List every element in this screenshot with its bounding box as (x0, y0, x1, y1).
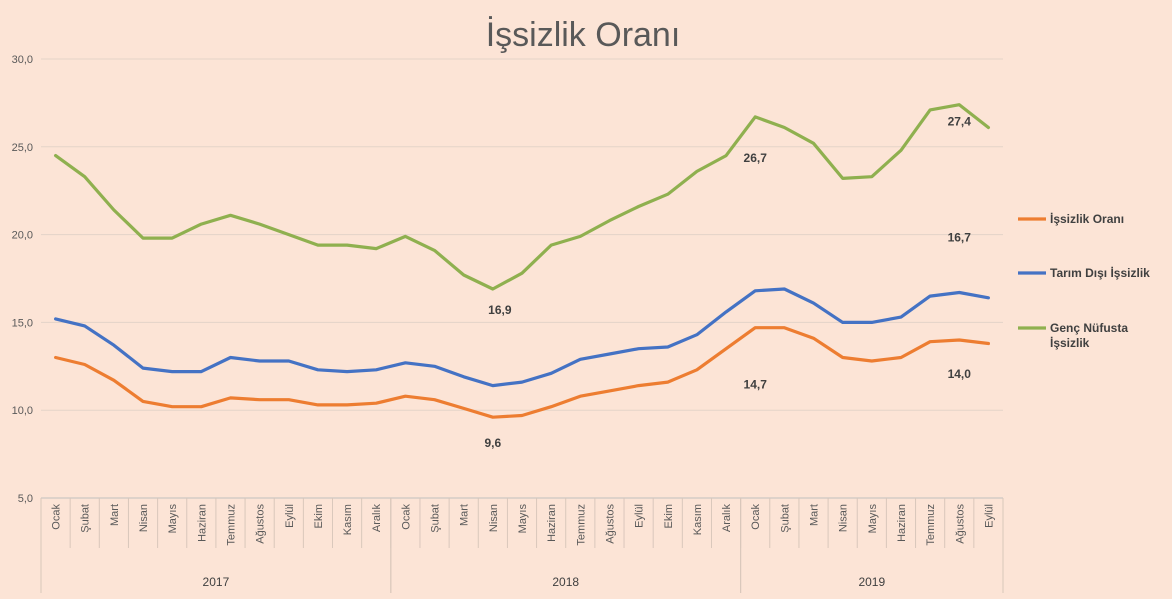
y-tick-label: 25,0 (12, 142, 33, 154)
x-tick-label: Haziran (546, 504, 558, 542)
series-line-1 (53, 287, 991, 388)
x-tick-label: Haziran (196, 504, 208, 542)
x-tick-label: Mayıs (167, 504, 179, 534)
data-label: 14,7 (744, 378, 768, 392)
x-tick-label: Aralık (371, 504, 383, 533)
x-tick-label: Temmuz (575, 504, 587, 546)
x-tick-label: Şubat (80, 504, 92, 533)
x-tick-label: Ocak (750, 504, 762, 530)
y-tick-label: 5,0 (18, 493, 33, 505)
year-label: 2018 (552, 575, 579, 589)
x-tick-label: Temmuz (225, 504, 237, 546)
x-tick-label: Ekim (663, 504, 675, 528)
x-tick-label: Kasım (692, 504, 704, 535)
x-tick-label: Mart (809, 504, 821, 526)
year-label: 2017 (203, 575, 230, 589)
x-tick-label: Mayıs (867, 504, 879, 534)
series-lines (53, 103, 991, 419)
data-label: 26,7 (744, 151, 768, 165)
x-tick-label: Kasım (342, 504, 354, 535)
gridlines (41, 58, 1003, 499)
x-tick-label: Ağustos (255, 504, 267, 544)
axes: 5,0 10,0 15,0 20,0 25,0 30,0 Ocak Şubat Mart Nisa… (12, 54, 1004, 593)
y-tick-label: 15,0 (12, 317, 33, 329)
series-line-2 (53, 103, 991, 291)
x-tick-label: Eylül (284, 504, 296, 528)
x-tick-label: Ekim (313, 504, 325, 528)
chart-title: İşsizlik Oranı (486, 16, 681, 54)
x-tick-label: Eylül (634, 504, 646, 528)
legend-label: Tarım Dışı İşsizlik (1050, 265, 1150, 280)
y-tick-label: 10,0 (12, 405, 33, 417)
x-tick-label: Nisan (488, 504, 500, 532)
data-label: 16,9 (488, 303, 512, 317)
y-tick-label: 20,0 (12, 230, 33, 242)
x-tick-label: Mart (459, 504, 471, 526)
x-tick-label: Şubat (430, 504, 442, 533)
x-tick-label: Ağustos (604, 504, 616, 544)
series-line-0 (53, 326, 991, 419)
x-tick-label: Aralık (721, 504, 733, 533)
legend-label: İşsizlik Oranı (1050, 211, 1124, 226)
x-tick-label: Temmuz (925, 504, 937, 546)
data-label: 14,0 (948, 367, 972, 381)
data-label: 16,7 (948, 231, 972, 245)
y-tick-label: 30,0 (12, 54, 33, 66)
year-label: 2019 (858, 575, 885, 589)
data-label: 27,4 (948, 115, 972, 129)
data-label: 9,6 (485, 436, 502, 450)
x-tick-label: Ağustos (954, 504, 966, 544)
x-tick-label: Ocak (400, 504, 412, 530)
legend-label: İşsizlik (1050, 335, 1090, 350)
x-tick-label: Şubat (779, 504, 791, 533)
x-tick-label: Eylül (983, 504, 995, 528)
legend-label: Genç Nüfusta (1050, 321, 1128, 335)
x-tick-label: Mart (109, 504, 121, 526)
x-tick-label: Nisan (138, 504, 150, 532)
data-labels: 26,7 27,4 16,9 16,7 14,7 14,0 9,6 (485, 115, 972, 451)
x-tick-label: Nisan (838, 504, 850, 532)
x-tick-label: Mayıs (517, 504, 529, 534)
legend: İşsizlik Oranı Tarım Dışı İşsizlik Genç Nü… (1018, 211, 1150, 350)
x-tick-label: Haziran (896, 504, 908, 542)
x-tick-label: Ocak (51, 504, 63, 530)
